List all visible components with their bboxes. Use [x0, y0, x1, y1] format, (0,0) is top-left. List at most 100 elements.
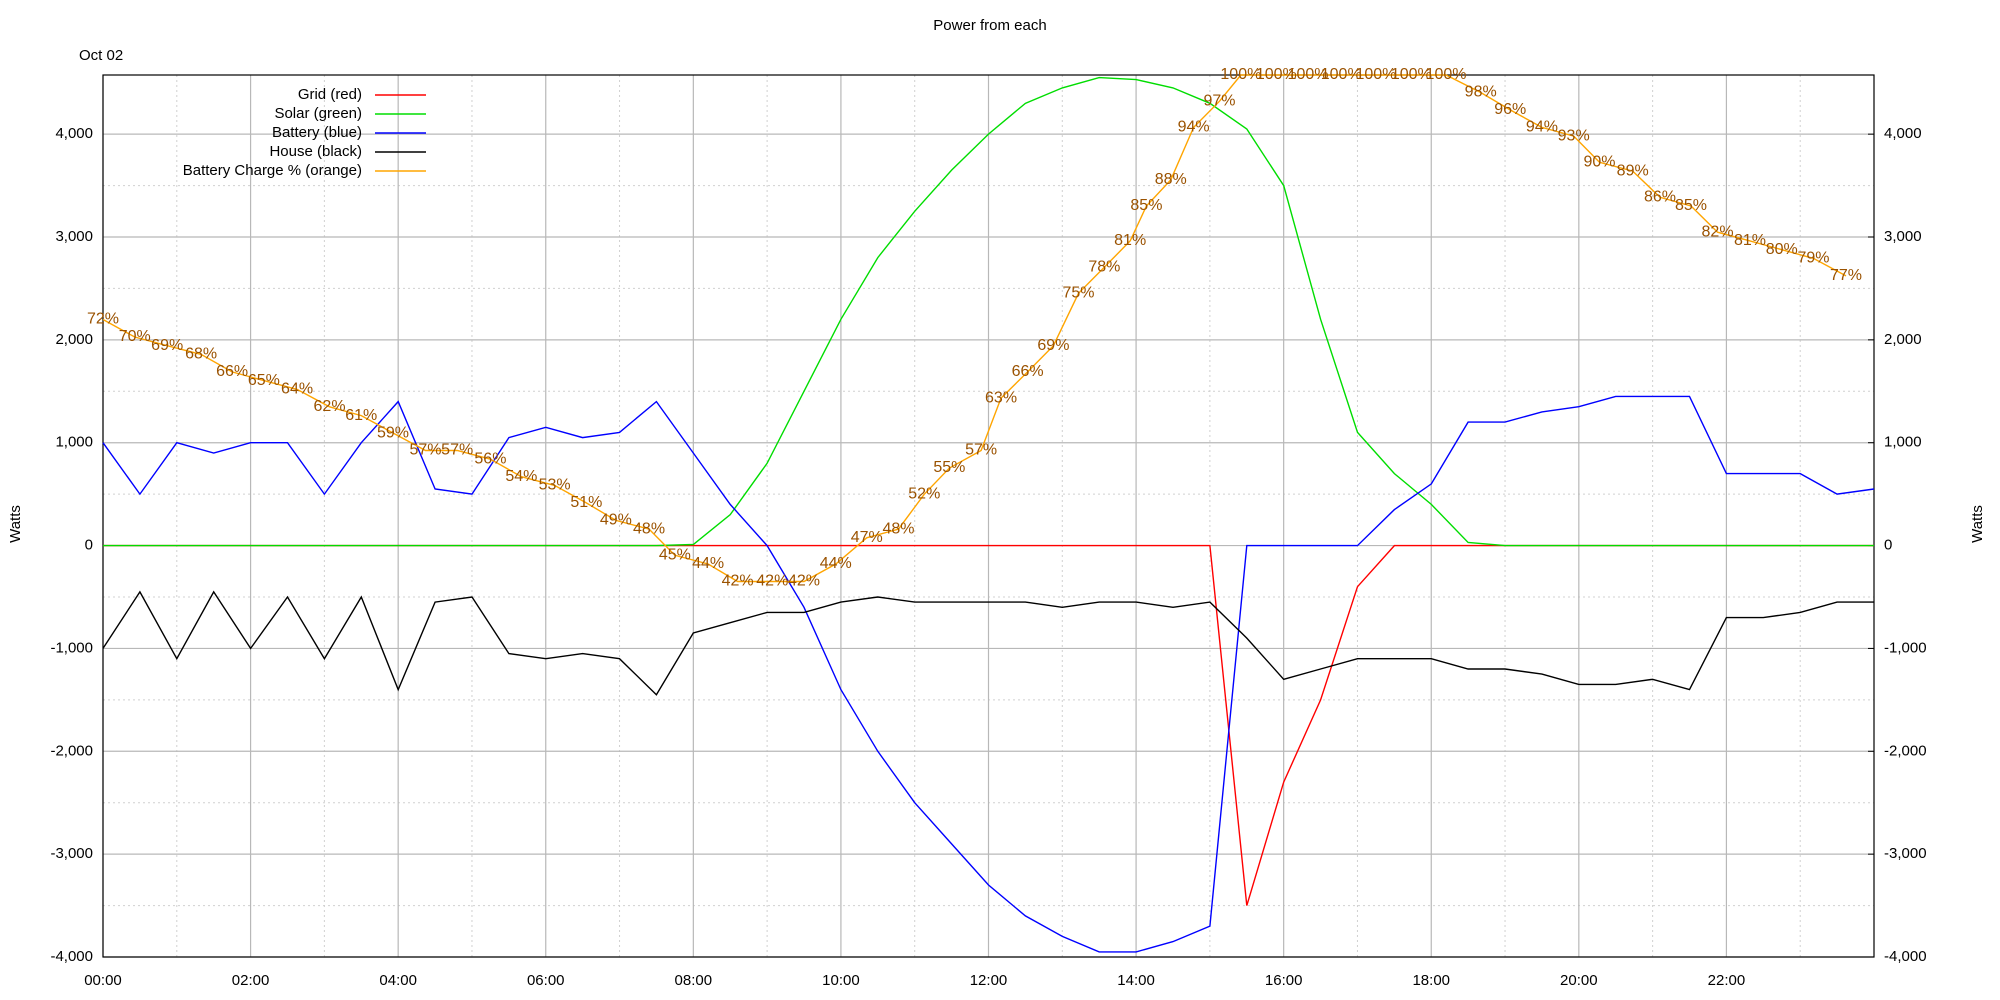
value-label: 100%: [1256, 66, 1297, 83]
legend-label: Battery (blue): [272, 124, 362, 141]
value-label: 42%: [756, 573, 788, 590]
value-label: 42%: [722, 573, 754, 590]
value-label: 47%: [851, 529, 883, 546]
value-label: 96%: [1494, 101, 1526, 118]
value-label: 77%: [1830, 267, 1862, 284]
series-line: [102, 74, 1847, 583]
value-label: 44%: [820, 555, 852, 572]
value-label: 97%: [1203, 92, 1235, 109]
value-label: 51%: [570, 494, 602, 511]
x-tick-label: 18:00: [1412, 972, 1450, 989]
value-label: 54%: [505, 468, 537, 485]
x-tick-label: 14:00: [1117, 972, 1155, 989]
value-label: 100%: [1355, 66, 1396, 83]
y2-axis-label: Watts: [1969, 505, 1986, 543]
value-label: 63%: [985, 389, 1017, 406]
value-label: 85%: [1130, 197, 1162, 214]
value-label: 94%: [1526, 119, 1558, 136]
value-label: 59%: [377, 424, 409, 441]
legend-label: House (black): [269, 143, 362, 160]
y-tick-label: -3,000: [50, 845, 93, 862]
value-label: 80%: [1766, 241, 1798, 258]
value-label: 88%: [1155, 171, 1187, 188]
value-label: 48%: [633, 520, 665, 537]
value-label: 57%: [965, 442, 997, 459]
value-label: 48%: [882, 520, 914, 537]
x-tick-label: 10:00: [822, 972, 860, 989]
y2-tick-label: 4,000: [1884, 125, 1922, 142]
value-label: 89%: [1617, 162, 1649, 179]
y2-tick-label: 3,000: [1884, 228, 1922, 245]
y-tick-label: -4,000: [50, 948, 93, 965]
y2-tick-label: -4,000: [1884, 948, 1927, 965]
y-tick-label: -2,000: [50, 742, 93, 759]
x-tick-label: 06:00: [527, 972, 565, 989]
value-label: 93%: [1558, 127, 1590, 144]
y2-tick-label: -3,000: [1884, 845, 1927, 862]
value-label: 86%: [1644, 188, 1676, 205]
value-label: 79%: [1797, 250, 1829, 267]
y-tick-label: 2,000: [55, 331, 93, 348]
x-tick-label: 00:00: [84, 972, 122, 989]
value-label: 42%: [788, 573, 820, 590]
series-line: [102, 590, 1874, 696]
y2-tick-label: 1,000: [1884, 434, 1922, 451]
plot-frame: [102, 74, 1875, 958]
value-label: 69%: [151, 337, 183, 354]
value-label: 100%: [1321, 66, 1362, 83]
value-label: 61%: [345, 407, 377, 424]
value-label: 75%: [1063, 285, 1095, 302]
value-label: 69%: [1037, 337, 1069, 354]
value-label: 44%: [692, 555, 724, 572]
date-annotation: Oct 02: [79, 47, 123, 64]
value-label: 70%: [119, 328, 151, 345]
y-tick-label: -1,000: [50, 639, 93, 656]
x-tick-label: 02:00: [232, 972, 270, 989]
value-label: 78%: [1088, 258, 1120, 275]
value-label: 94%: [1178, 119, 1210, 136]
legend-label: Grid (red): [298, 86, 362, 103]
value-label: 98%: [1465, 84, 1497, 101]
value-label: 52%: [908, 485, 940, 502]
x-tick-label: 20:00: [1560, 972, 1598, 989]
value-label: 45%: [659, 547, 691, 564]
y2-tick-label: -2,000: [1884, 742, 1927, 759]
value-label: 100%: [1220, 66, 1261, 83]
y-tick-label: 4,000: [55, 125, 93, 142]
series-line: [103, 76, 1874, 547]
series-line: [102, 395, 1875, 953]
value-label: 57%: [441, 442, 473, 459]
value-label: 100%: [1426, 66, 1467, 83]
chart-title: Power from each: [933, 17, 1046, 34]
y-tick-label: 3,000: [55, 228, 93, 245]
value-label: 66%: [1012, 363, 1044, 380]
value-label: 90%: [1583, 154, 1615, 171]
y2-tick-label: 0: [1884, 537, 1892, 554]
value-label: 66%: [216, 363, 248, 380]
value-label: 82%: [1702, 223, 1734, 240]
legend-label: Battery Charge % (orange): [183, 162, 362, 179]
value-label: 81%: [1734, 232, 1766, 249]
y-tick-label: 0: [85, 537, 93, 554]
value-label: 100%: [1391, 66, 1432, 83]
value-label: 72%: [87, 311, 119, 328]
x-tick-label: 08:00: [675, 972, 713, 989]
y-tick-label: 1,000: [55, 434, 93, 451]
value-label: 64%: [281, 381, 313, 398]
value-label: 53%: [539, 477, 571, 494]
x-tick-label: 16:00: [1265, 972, 1303, 989]
value-label: 100%: [1288, 66, 1329, 83]
value-label: 62%: [314, 398, 346, 415]
x-tick-label: 22:00: [1708, 972, 1746, 989]
value-label: 49%: [600, 512, 632, 529]
x-tick-label: 04:00: [379, 972, 417, 989]
value-label: 65%: [248, 372, 280, 389]
value-label: 55%: [933, 459, 965, 476]
legend-label: Solar (green): [274, 105, 362, 122]
value-label: 57%: [409, 442, 441, 459]
value-label: 68%: [185, 346, 217, 363]
x-tick-label: 12:00: [970, 972, 1008, 989]
value-label: 85%: [1675, 197, 1707, 214]
y2-tick-label: -1,000: [1884, 639, 1927, 656]
